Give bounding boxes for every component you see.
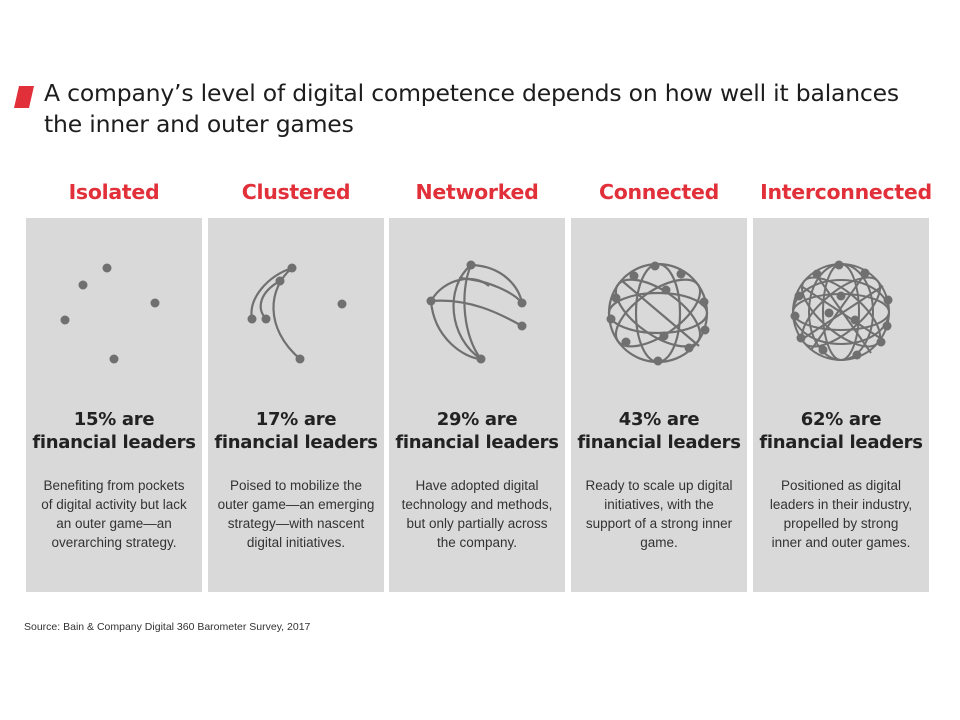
stat-label: financial leaders [214,432,378,453]
stage-heading-connected: Connected [598,180,720,204]
description-networked: Have adopted digital technology and meth… [401,478,553,550]
source-note: Source: Bain & Company Digital 360 Barom… [24,621,311,633]
stat-isolated: 15% are financial leaders [26,408,202,454]
stat-label: financial leaders [577,432,741,453]
stage-panel-interconnected: 62% are financial leaders Positioned as … [753,218,929,592]
stage-heading-networked: Networked [415,180,539,204]
page-title: A company’s level of digital competence … [44,79,899,138]
stage-panel-clustered: 17% are financial leaders Poised to mobi… [208,218,384,592]
title-marker-icon [14,86,34,108]
description-isolated: Benefiting from pockets of digital activ… [41,478,187,550]
stat-percent: 43% are [618,409,700,430]
connected-network-icon [606,261,710,366]
interconnected-network-icon [790,260,893,361]
stat-percent: 15% are [73,409,155,430]
stat-label: financial leaders [32,432,196,453]
isolated-network-icon [60,263,160,364]
clustered-network-icon [247,263,347,364]
stat-label: financial leaders [395,432,559,453]
description-clustered: Poised to mobilize the outer game—an eme… [217,478,375,550]
stat-percent: 62% are [800,409,882,430]
stat-networked: 29% are financial leaders [389,408,565,454]
stat-percent: 17% are [255,409,337,430]
stage-heading-isolated: Isolated [68,180,160,204]
stage-heading-clustered: Clustered [241,180,351,204]
networked-network-icon [426,260,527,364]
stage-panel-networked: 29% are financial leaders Have adopted d… [389,218,565,592]
stat-label: financial leaders [759,432,923,453]
stat-interconnected: 62% are financial leaders [753,408,929,454]
description-interconnected: Positioned as digital leaders in their i… [769,478,913,550]
stage-panel-isolated: 15% are financial leaders Benefiting fro… [26,218,202,592]
stage-panel-connected: 43% are financial leaders Ready to scale… [571,218,747,592]
stage-heading-interconnected: Interconnected [760,180,932,204]
description-connected: Ready to scale up digital initiatives, w… [585,478,733,550]
stat-percent: 29% are [436,409,518,430]
stat-connected: 43% are financial leaders [571,408,747,454]
stat-clustered: 17% are financial leaders [208,408,384,454]
